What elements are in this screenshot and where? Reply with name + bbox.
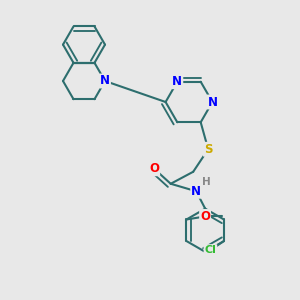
Text: O: O [149,162,159,175]
Text: O: O [200,210,210,223]
Text: H: H [202,177,211,187]
Text: Cl: Cl [205,245,216,255]
Text: N: N [172,75,182,88]
Text: N: N [191,185,201,198]
Text: S: S [204,143,212,156]
Text: N: N [207,95,218,109]
Text: N: N [100,74,110,88]
